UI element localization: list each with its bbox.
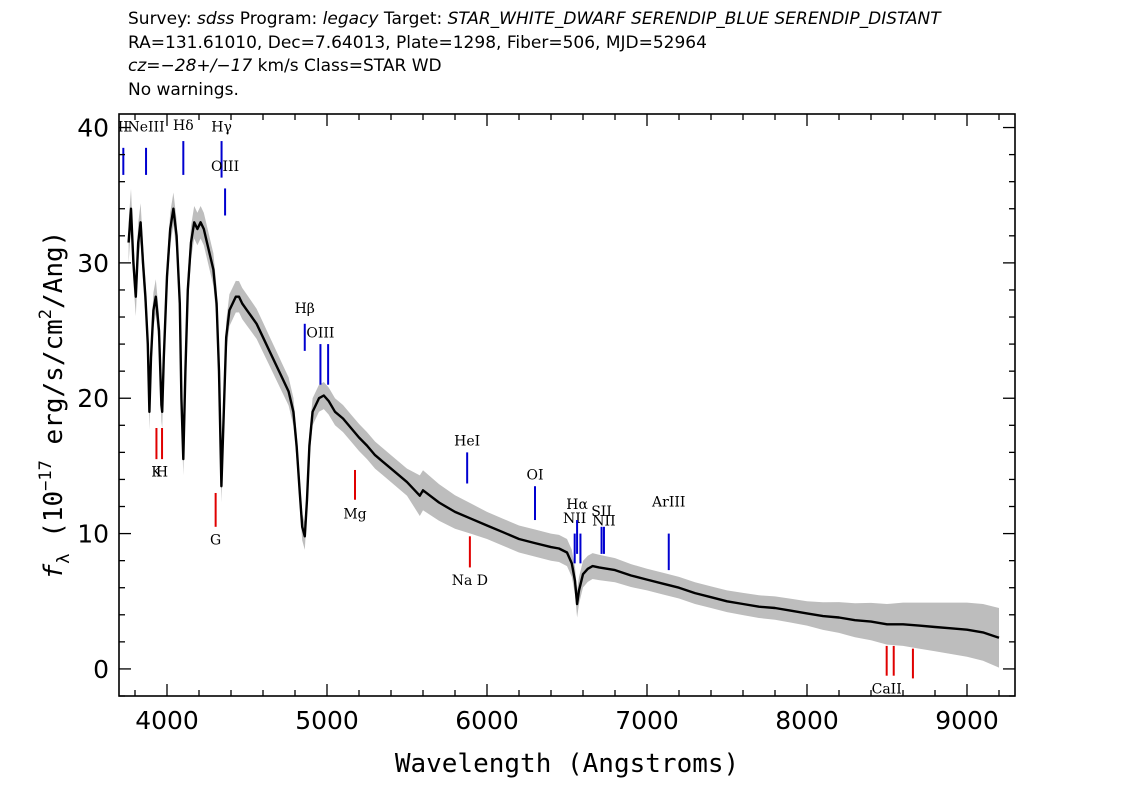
y-tick-label: 10 [77, 520, 109, 549]
plot-frame [118, 113, 1016, 697]
emission-line-label-15: ArIII [651, 495, 685, 511]
y-axis-open: (10 [39, 491, 69, 554]
emission-line-label-13: SII [591, 504, 612, 520]
absorption-line-label-5: CaII [872, 681, 902, 697]
header-line-warnings: No warnings. [128, 79, 239, 100]
x-tick-label: 8000 [775, 706, 839, 735]
survey-key: Survey: [128, 9, 198, 29]
x-tick-label: 7000 [615, 706, 679, 735]
y-axis-exponent: −17 [36, 460, 56, 491]
absorption-line-label-3: Mg [343, 507, 366, 523]
y-axis-units: erg/s/cm [39, 319, 69, 460]
emission-line-label-1: NeIII [127, 120, 164, 136]
x-tick-label: 9000 [935, 706, 999, 735]
absorption-line-label-0: K [151, 465, 162, 481]
emission-line-label-5: Hβ [295, 301, 315, 317]
header-line-survey: Survey: sdss Program: legacy Target: STA… [128, 8, 941, 32]
target-value: STAR_WHITE_DWARF SERENDIP_BLUE SERENDIP_… [447, 9, 941, 29]
header-line-redshift: cz=−28+/−17 km/s Class=STAR WD [128, 55, 941, 79]
emission-line-label-3: Hγ [211, 120, 232, 136]
emission-line-label-14: NII [592, 513, 615, 529]
x-axis-title: Wavelength (Angstroms) [395, 749, 739, 779]
x-tick-label: 4000 [135, 706, 199, 735]
emission-line-label-8: HeI [454, 434, 480, 450]
flux-line [127, 207, 1000, 639]
spectrum-header: Survey: sdss Program: legacy Target: STA… [128, 8, 941, 102]
emission-line-label-4: OIII [211, 159, 239, 175]
emission-line-label-2: Hδ [173, 118, 194, 134]
emission-line-label-9: OI [526, 467, 543, 483]
header-line-coordinates: RA=131.61010, Dec=7.64013, Plate=1298, F… [128, 32, 707, 53]
absorption-line-label-1: H [156, 465, 168, 481]
y-axis-f: f [39, 563, 69, 579]
absorption-line-label-2: G [210, 532, 221, 548]
noise-envelope [128, 188, 1000, 668]
y-axis-close: /Ang) [39, 231, 69, 309]
emission-line-label-10: NII [563, 511, 586, 527]
survey-value: sdss [197, 9, 235, 29]
y-tick-label: 0 [93, 655, 109, 684]
target-key: Target: [378, 9, 448, 29]
axis-ticks: 4000 5000 6000 7000 8000 9000 0 10 20 30 40 [77, 114, 1015, 735]
emission-line-label-6: OIII [306, 325, 334, 341]
y-tick-label: 40 [77, 114, 109, 143]
cz-key: cz [128, 56, 147, 76]
emission-line-label-11: Hα [566, 497, 588, 513]
x-tick-label: 5000 [295, 706, 359, 735]
x-tick-label: 6000 [455, 706, 519, 735]
cz-value: =−28+/−17 [146, 56, 253, 76]
flux-series [127, 207, 1000, 639]
y-axis-exponent-2: 2 [36, 309, 56, 319]
class-text: km/s Class=STAR WD [252, 56, 442, 76]
y-axis-lambda: λ [54, 553, 74, 563]
y-tick-label: 30 [77, 249, 109, 278]
program-value: legacy [322, 9, 379, 29]
program-key: Program: [234, 9, 323, 29]
y-tick-label: 20 [77, 384, 109, 413]
absorption-line-label-4: Na D [452, 573, 488, 589]
y-axis-title: fλ (10−17 erg/s/cm2/Ang) [36, 231, 74, 580]
noise-band [128, 188, 1000, 668]
